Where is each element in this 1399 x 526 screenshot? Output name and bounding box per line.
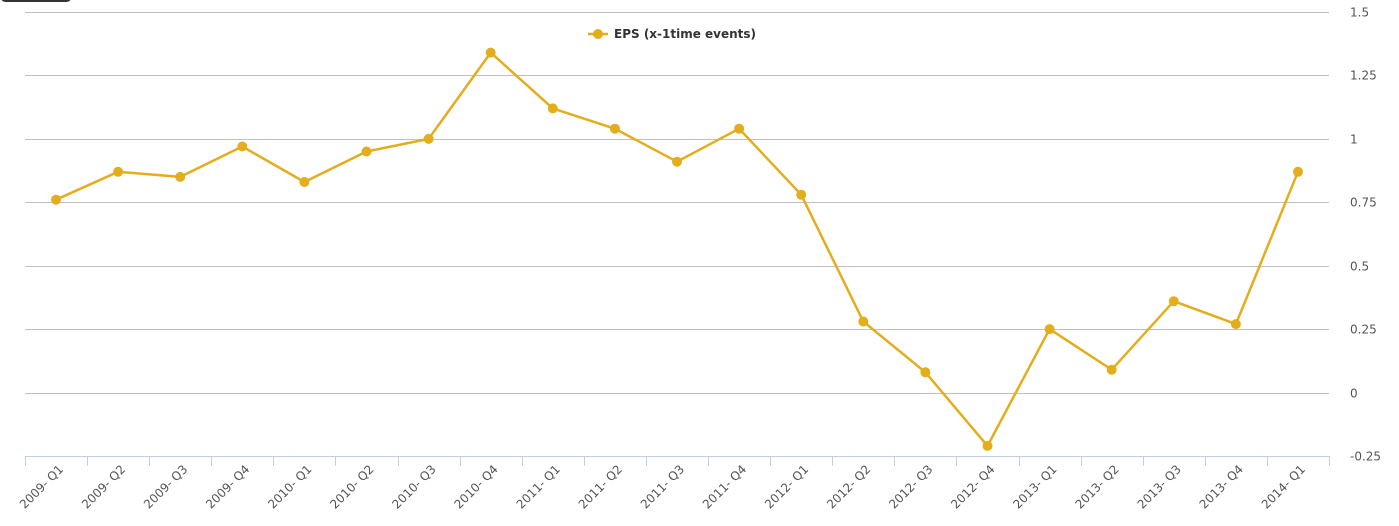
legend[interactable]: EPS (x-1time events)	[588, 27, 756, 41]
data-point[interactable]	[920, 367, 931, 378]
series-line	[55, 51, 1300, 448]
x-tick-label: 2013- Q1	[1010, 462, 1059, 511]
data-point[interactable]	[547, 103, 558, 114]
y-tick-label: 0.5	[1350, 260, 1369, 274]
data-point[interactable]	[1293, 166, 1303, 177]
x-tick-label: 2011- Q2	[576, 462, 625, 511]
data-point[interactable]	[672, 156, 682, 167]
x-tick-label: 2010- Q1	[265, 462, 314, 511]
data-point[interactable]	[113, 166, 124, 177]
data-point[interactable]	[609, 123, 620, 134]
data-point[interactable]	[734, 123, 745, 134]
x-tick-label: 2012- Q3	[886, 462, 935, 511]
data-point[interactable]	[858, 316, 869, 327]
x-tick-label: 2010- Q2	[327, 462, 376, 511]
y-tick-label: 1	[1350, 133, 1358, 147]
data-point[interactable]	[237, 141, 248, 152]
x-tick-label: 2010- Q3	[389, 462, 438, 511]
y-axis: 1.5 1.25 1 0.75 0.5 0.25 0 -0.25	[1350, 6, 1381, 464]
data-point[interactable]	[485, 47, 496, 58]
y-tick-label: 1.25	[1350, 69, 1377, 83]
legend-marker	[593, 29, 603, 39]
data-point[interactable]	[299, 177, 310, 187]
x-tick-label: 2009- Q3	[141, 462, 190, 511]
x-tick-label: 2012- Q2	[824, 462, 873, 511]
data-point[interactable]	[982, 440, 993, 451]
y-tick-label: 1.5	[1350, 6, 1369, 20]
y-tick-label: -0.25	[1350, 450, 1381, 464]
data-point[interactable]	[796, 189, 807, 200]
x-tick-label: 2009- Q4	[203, 462, 252, 511]
data-point[interactable]	[1044, 324, 1055, 335]
y-tick-label: 0.75	[1350, 196, 1377, 210]
data-point[interactable]	[175, 171, 186, 182]
x-axis: 2009- Q1 2009- Q2 2009- Q3 2009- Q4 2010- Q1…	[17, 456, 1330, 512]
x-tick-label: 2014- Q1	[1259, 462, 1308, 511]
y-tick-label: 0.25	[1350, 323, 1377, 337]
legend-label: EPS (x-1time events)	[614, 27, 756, 41]
series-eps	[51, 47, 1303, 451]
x-tick-label: 2011- Q1	[514, 462, 563, 511]
x-tick-label: 2009- Q1	[17, 462, 66, 511]
data-point[interactable]	[1230, 319, 1241, 330]
y-tick-label: 0	[1350, 387, 1358, 401]
x-tick-label: 2013- Q2	[1072, 462, 1121, 511]
data-point[interactable]	[361, 146, 372, 157]
gridlines	[25, 12, 1329, 457]
x-tick-label: 2013- Q3	[1135, 462, 1184, 511]
x-tick-label: 2011- Q3	[638, 462, 687, 511]
data-point[interactable]	[51, 194, 61, 205]
data-point[interactable]	[423, 133, 434, 144]
data-point[interactable]	[1106, 364, 1117, 375]
x-tick-label: 2013- Q4	[1197, 462, 1246, 511]
x-tick-label: 2012- Q1	[762, 462, 811, 511]
x-tick-label: 2011- Q4	[700, 462, 749, 511]
x-tick-label: 2010- Q4	[452, 462, 501, 511]
x-tick-label: 2012- Q4	[948, 462, 997, 511]
data-point[interactable]	[1168, 296, 1179, 307]
x-tick-label: 2009- Q2	[79, 462, 128, 511]
